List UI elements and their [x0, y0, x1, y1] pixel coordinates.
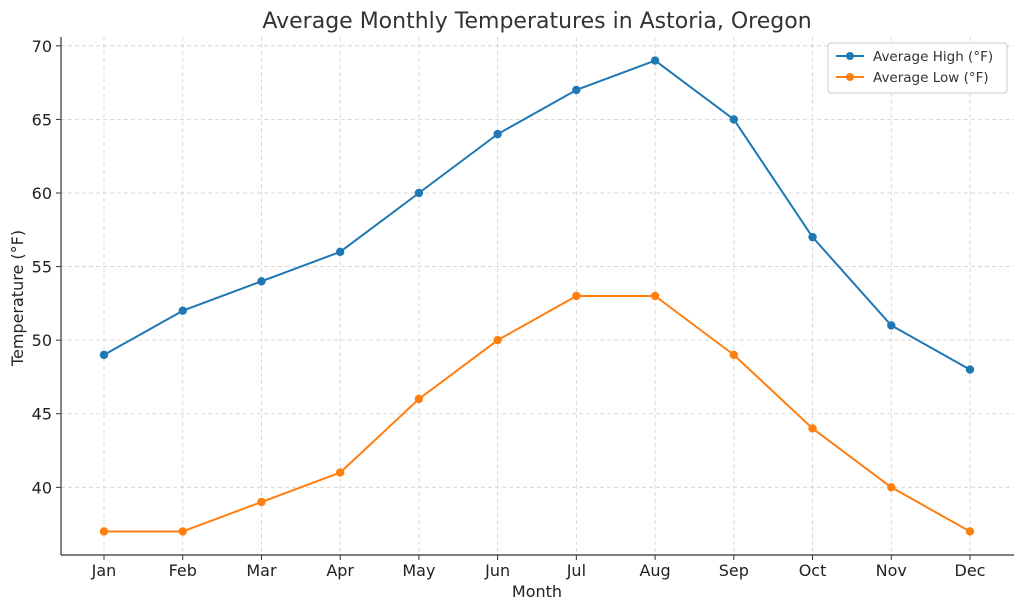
series-2: [99, 291, 975, 536]
x-tick-label: Dec: [955, 561, 986, 580]
data-point: [257, 497, 266, 507]
y-tick-label: 50: [32, 331, 52, 350]
data-point: [178, 527, 187, 536]
series-1: [99, 56, 975, 374]
data-point: [335, 468, 345, 477]
data-point: [257, 277, 266, 286]
chart-title: Average Monthly Temperatures in Astoria,…: [262, 9, 811, 34]
data-point: [729, 350, 739, 360]
data-point: [572, 291, 581, 301]
legend-label: Average High (°F): [873, 49, 993, 65]
data-point: [572, 85, 581, 95]
data-point: [887, 483, 896, 492]
data-point: [650, 56, 660, 65]
axes: [60, 37, 1014, 556]
data-point: [729, 115, 739, 124]
data-point: [414, 188, 424, 198]
data-point: [808, 424, 817, 433]
x-tick-label: Mar: [246, 561, 277, 580]
y-tick-label: 45: [32, 405, 52, 424]
x-axis-ticks: Jan Feb Mar Apr May Jun Jul Aug Sep Oct Nov Dec: [91, 555, 986, 580]
x-tick-label: Oct: [799, 561, 827, 580]
data-point: [414, 394, 424, 404]
legend-marker: [846, 73, 854, 81]
series-line: [104, 295, 971, 533]
y-tick-label: 65: [32, 110, 52, 129]
data-point: [650, 291, 660, 301]
x-tick-label: Jul: [566, 561, 586, 580]
data-point: [178, 306, 187, 315]
x-tick-label: Apr: [326, 561, 354, 580]
legend-marker: [846, 52, 854, 60]
data-point: [808, 232, 817, 242]
data-point: [493, 335, 502, 345]
y-tick-label: 40: [32, 478, 52, 497]
data-point: [965, 527, 975, 536]
y-axis-ticks: 40 45 50 55 60 65 70: [32, 37, 61, 497]
y-tick-label: 70: [32, 37, 52, 56]
grid: [61, 37, 1014, 555]
y-axis-label: Temperature (°F): [8, 230, 27, 367]
data-point: [493, 129, 502, 139]
y-tick-label: 55: [32, 258, 52, 277]
x-tick-label: May: [402, 561, 435, 580]
x-tick-label: Aug: [639, 561, 670, 580]
data-point: [887, 321, 896, 330]
data-point: [99, 350, 109, 360]
series-line: [103, 59, 971, 371]
x-tick-label: Jan: [91, 561, 117, 580]
legend-label: Average Low (°F): [873, 70, 989, 86]
x-tick-label: Sep: [719, 561, 749, 580]
data-point: [99, 527, 109, 536]
data-point: [335, 247, 345, 257]
data-point: [965, 365, 975, 374]
legend-box: [827, 42, 1008, 94]
x-axis-label: Month: [512, 582, 562, 601]
series-lines: [99, 56, 975, 536]
x-tick-label: Jun: [484, 561, 510, 580]
y-tick-label: 60: [32, 184, 52, 203]
x-tick-label: Nov: [876, 561, 907, 580]
x-tick-label: Feb: [169, 561, 197, 580]
legend: Average High (°F) Average Low (°F): [827, 42, 1008, 94]
